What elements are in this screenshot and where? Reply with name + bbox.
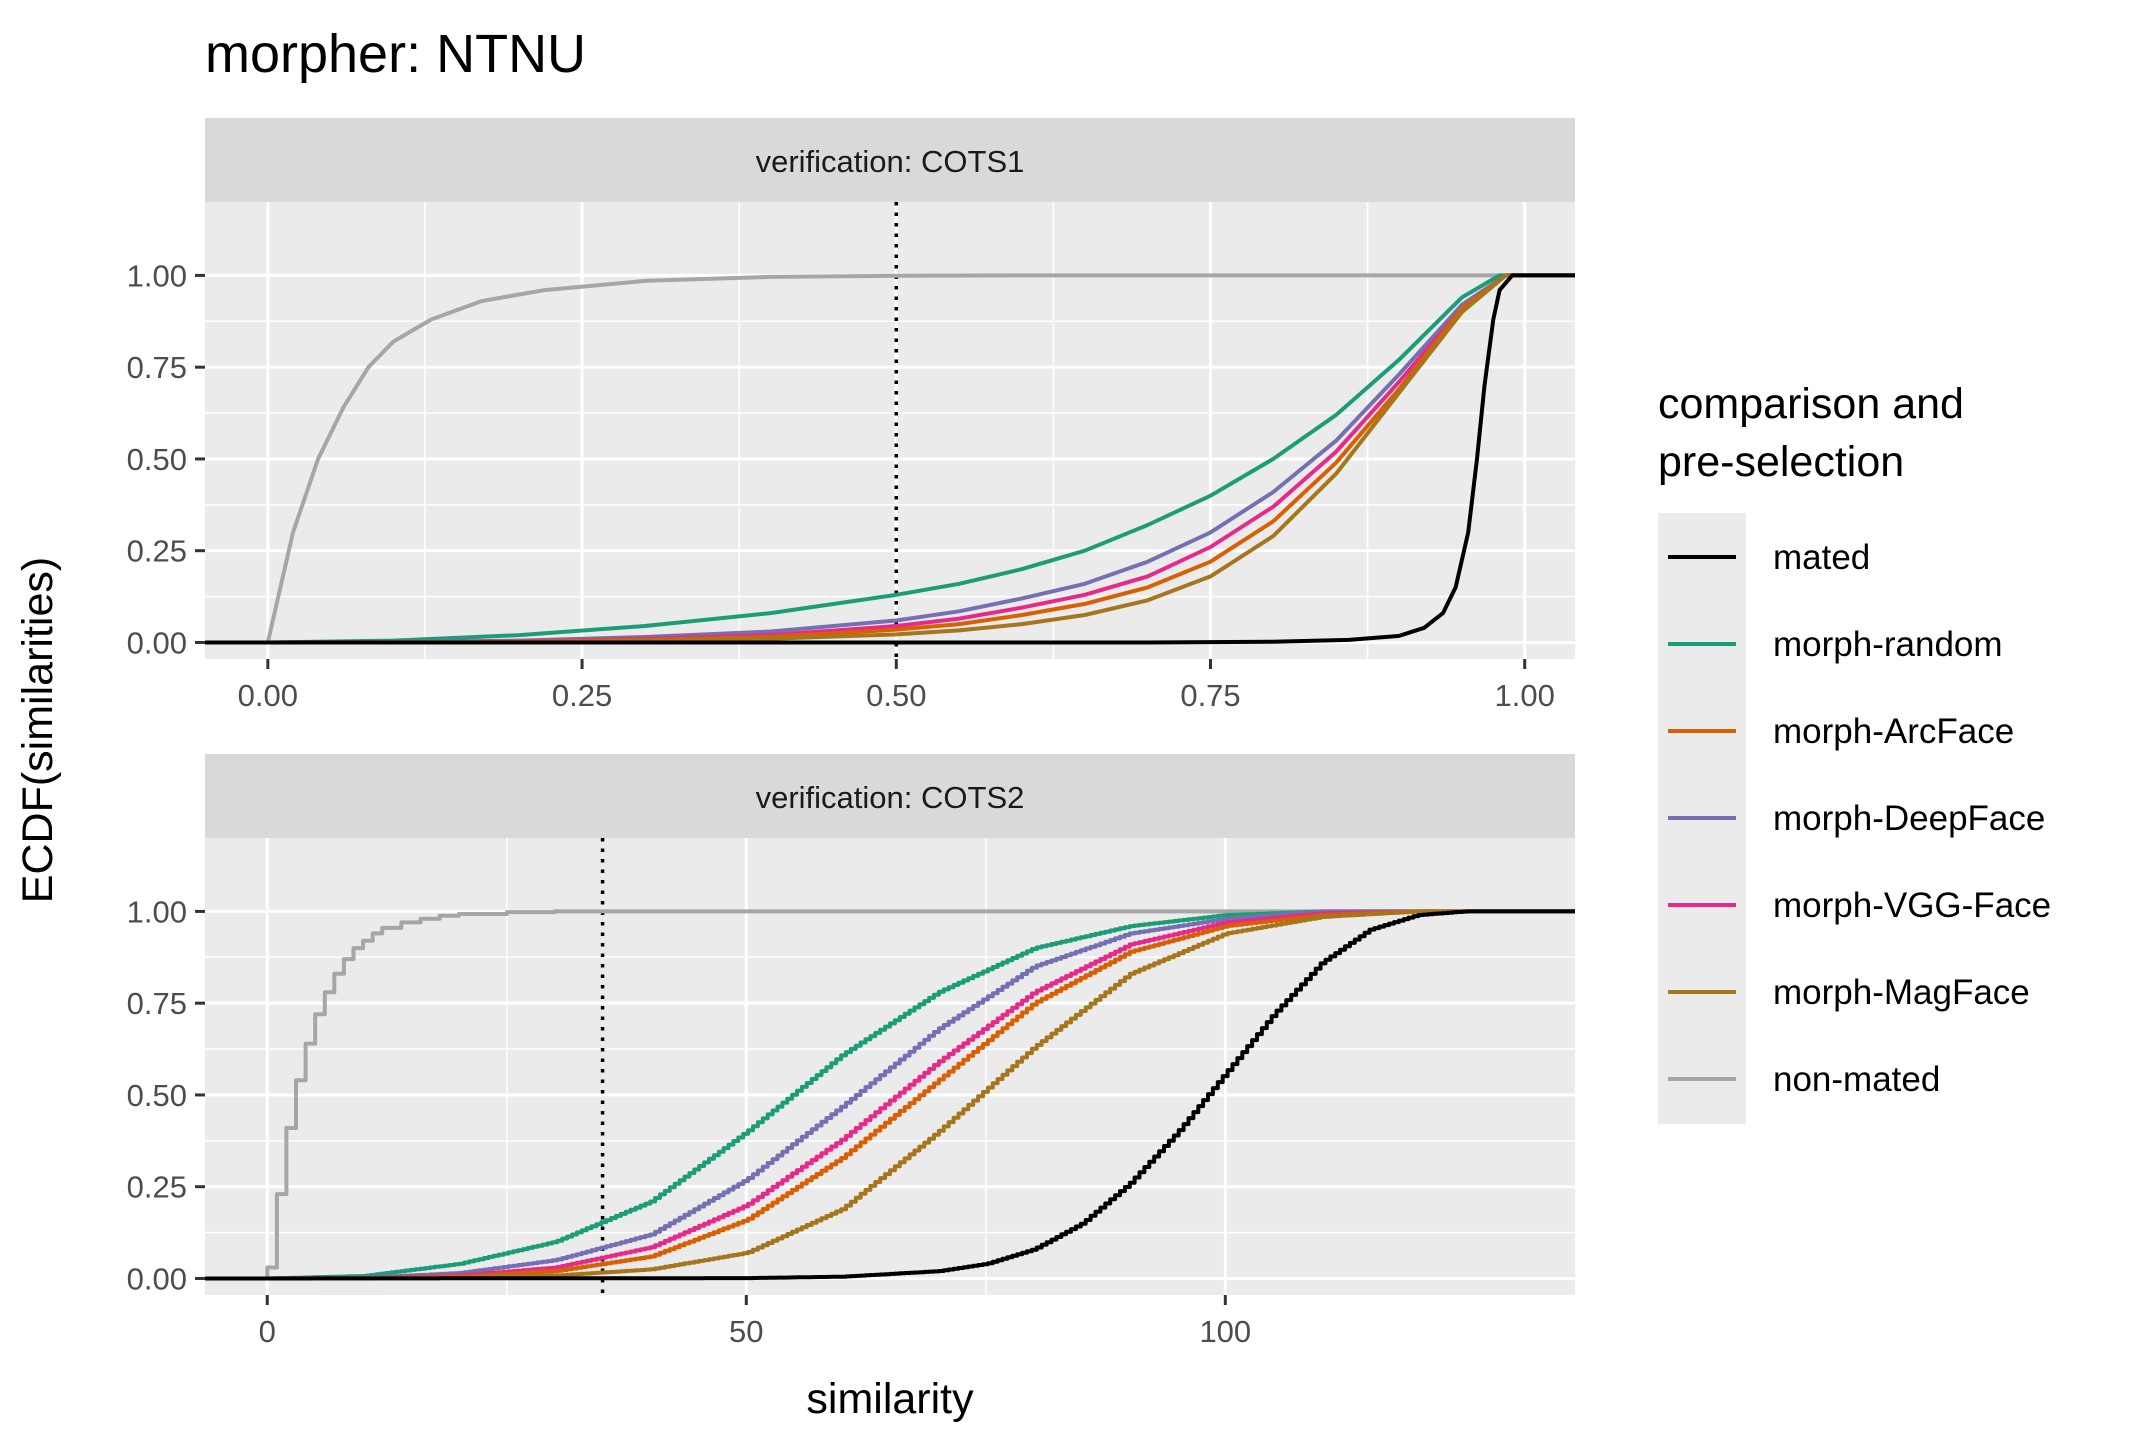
y-tick-label: 0.75: [127, 986, 187, 1021]
series-line-morph-random: [205, 909, 1575, 1281]
series-line-morph-random: [205, 273, 1575, 645]
y-tick-label: 0.00: [127, 1261, 187, 1296]
strip-label: verification: COTS1: [756, 144, 1025, 179]
panel-cots2: verification: COTS2 0.00 0.25 0.50 0.75 1.00…: [127, 754, 1575, 1349]
x-tick-label: 0.75: [1180, 678, 1240, 713]
x-tick-label: 0.25: [552, 678, 612, 713]
x-axis-title: similarity: [806, 1375, 974, 1423]
x-tick-label: 100: [1199, 1314, 1251, 1349]
y-axis-title: ECDF(similarities): [14, 557, 62, 903]
y-tick-label: 1.00: [127, 894, 187, 929]
x-tick-label: 0.00: [238, 678, 298, 713]
series-line-morph-deepface: [205, 909, 1575, 1281]
y-tick-label: 0.00: [127, 625, 187, 660]
legend-label-morph-random: morph-random: [1773, 625, 2003, 664]
x-tick-label: 50: [729, 1314, 763, 1349]
legend-label-morph-deepface: morph-DeepFace: [1773, 799, 2045, 838]
legend-label-morph-arcface: morph-ArcFace: [1773, 712, 2014, 751]
legend-label-morph-vgg-face: morph-VGG-Face: [1773, 886, 2051, 925]
legend-title-line2: pre-selection: [1658, 438, 1904, 486]
legend: comparison and pre-selection mated morph-…: [1658, 380, 2051, 1124]
y-tick-label: 0.75: [127, 350, 187, 385]
series-lines: [205, 273, 1575, 645]
y-axis: 0.00 0.25 0.50 0.75 1.00: [127, 894, 205, 1296]
y-tick-label: 1.00: [127, 258, 187, 293]
y-tick-label: 0.50: [127, 442, 187, 477]
strip-background: [205, 118, 1575, 202]
series-line-mated: [205, 273, 1575, 645]
series-lines: [205, 909, 1575, 1281]
legend-title-line1: comparison and: [1658, 380, 1964, 428]
x-tick-label: 1.00: [1495, 678, 1555, 713]
x-axis: 0 50 100: [259, 1295, 1251, 1349]
series-line-morph-arcface: [205, 909, 1575, 1281]
series-line-non-mated: [205, 909, 1575, 1281]
y-tick-label: 0.50: [127, 1078, 187, 1113]
x-axis: 0.00 0.25 0.50 0.75 1.00: [238, 659, 1555, 713]
legend-label-morph-magface: morph-MagFace: [1773, 973, 2030, 1012]
strip-label: verification: COTS2: [756, 780, 1025, 815]
series-line-mated: [205, 909, 1575, 1281]
y-tick-label: 0.25: [127, 1170, 187, 1205]
panel-cots1: verification: COTS1 0.00 0.25 0.50 0.75 1.00…: [127, 118, 1575, 713]
x-tick-label: 0: [259, 1314, 276, 1349]
legend-entries: mated morph-random morph-ArcFace morph-Deep…: [1668, 538, 2051, 1099]
y-tick-label: 0.25: [127, 534, 187, 569]
series-line-non-mated: [205, 273, 1575, 645]
legend-label-non-mated: non-mated: [1773, 1060, 1940, 1099]
y-axis: 0.00 0.25 0.50 0.75 1.00: [127, 258, 205, 660]
x-tick-label: 0.50: [866, 678, 926, 713]
plot-title: morpher: NTNU: [205, 24, 586, 84]
strip-background: [205, 754, 1575, 838]
legend-label-mated: mated: [1773, 538, 1870, 577]
